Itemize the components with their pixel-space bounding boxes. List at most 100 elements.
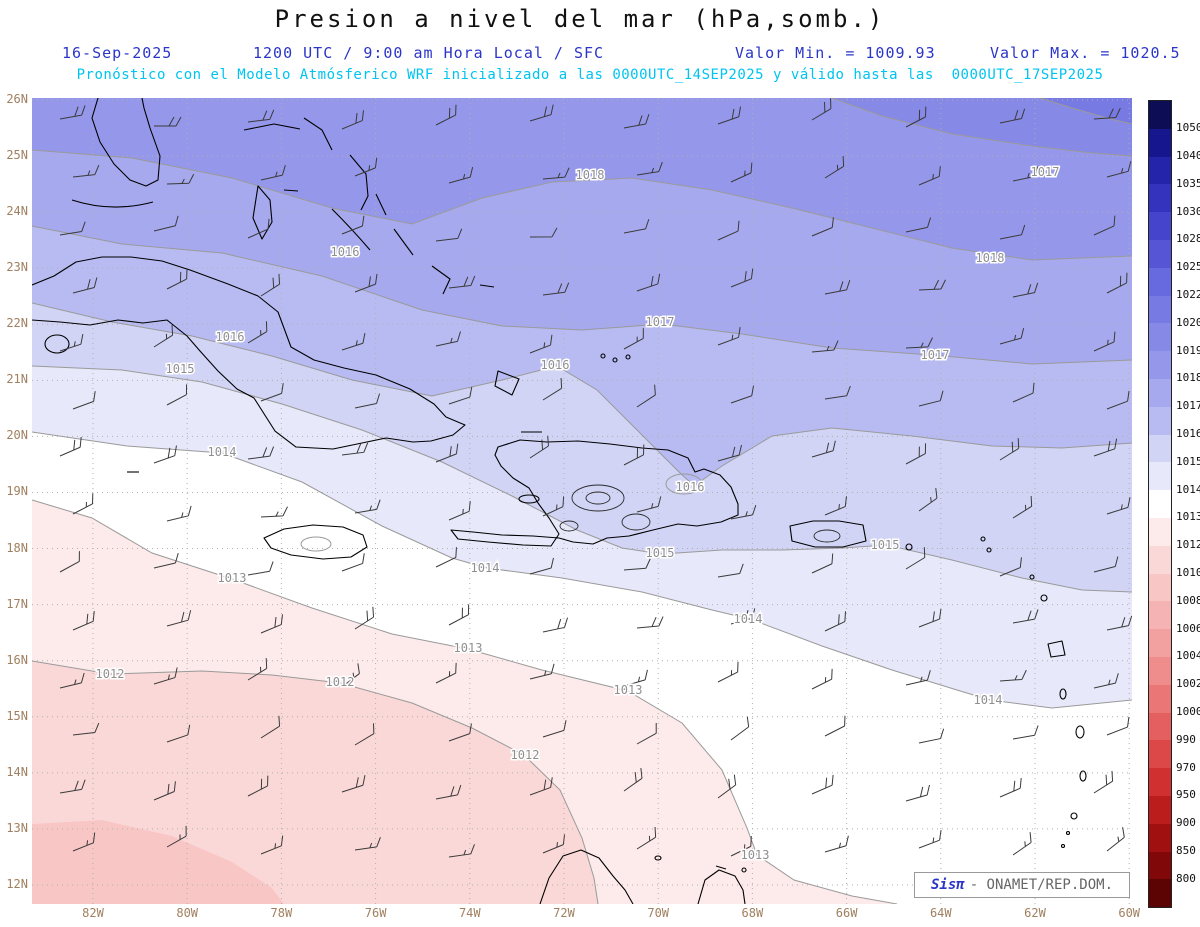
wind-barb — [824, 496, 847, 516]
coastline-abaco — [303, 117, 333, 151]
isobar-label: 1013 — [614, 683, 643, 697]
lat-tick-label: 24N — [6, 204, 28, 219]
wind-barb — [435, 443, 459, 463]
wind-barb — [153, 552, 179, 569]
lat-tick-label: 12N — [6, 876, 28, 891]
wind-barb — [1012, 382, 1035, 403]
coastline-grenadines — [1060, 843, 1066, 849]
wind-barb — [811, 668, 833, 690]
lon-tick-label: 74W — [458, 906, 481, 920]
colorbar-segment — [1149, 823, 1171, 852]
isobar-label: 1014 — [471, 561, 500, 575]
wind-barb — [1093, 556, 1119, 573]
wind-barb — [1093, 107, 1121, 120]
isobar-label: 1018 — [976, 251, 1005, 265]
wind-barb — [918, 728, 945, 744]
wind-barb — [72, 611, 95, 631]
wind-barb — [448, 501, 471, 521]
colorbar-segment — [1149, 629, 1171, 657]
coastline-puerto-rico — [789, 520, 867, 548]
wind-barb — [811, 553, 834, 574]
lat-tick-label: 18N — [6, 540, 28, 555]
lon-tick-label: 72W — [553, 906, 575, 920]
wind-barb — [435, 228, 463, 242]
forecast-date: 16-Sep-2025 — [62, 44, 173, 62]
lat-tick-label: 25N — [6, 148, 28, 163]
isobar-label: 1014 — [974, 693, 1003, 707]
wind-barb — [448, 604, 470, 626]
wind-barb — [529, 334, 553, 354]
wind-barb — [341, 442, 369, 456]
wind-barb — [623, 328, 644, 350]
wind-barb — [717, 444, 743, 462]
min-value-label: Valor Min. = 1009.93 — [735, 44, 936, 62]
wind-barb — [623, 444, 645, 466]
isobar-label: 1016 — [216, 330, 245, 344]
colorbar-tick-label: 1017 — [1176, 399, 1200, 413]
wind-barb — [636, 384, 656, 408]
isobar-label: 1016 — [541, 358, 570, 372]
wind-barb — [542, 496, 565, 517]
colorbar-tick-label: 900 — [1176, 816, 1196, 830]
wind-barb — [341, 663, 360, 688]
wind-barb — [354, 273, 378, 293]
coastline-anguilla — [980, 536, 986, 542]
wind-barb — [999, 224, 1026, 240]
lat-tick-label: 14N — [6, 764, 28, 779]
wind-barb — [260, 165, 286, 181]
wind-barb — [72, 164, 100, 178]
coastline-grenadines — [1065, 830, 1071, 836]
colorbar-tick-label: 1019 — [1176, 343, 1200, 357]
wind-barb — [918, 487, 938, 512]
colorbar-segment — [1149, 212, 1171, 240]
colorbar-segment — [1149, 879, 1171, 908]
colorbar-segment — [1149, 378, 1171, 407]
wind-barb — [905, 670, 931, 686]
wind-barb — [1093, 438, 1118, 457]
coastline-antigua — [1040, 594, 1048, 602]
wind-barb — [1106, 827, 1125, 852]
wind-barb — [72, 391, 96, 410]
coastline-virgin-islands — [905, 543, 913, 551]
coastline-turks-caicos — [600, 353, 606, 359]
wind-barb — [166, 268, 188, 290]
coastline-st-lucia — [1079, 770, 1087, 782]
colorbar-tick-label: 1035 — [1176, 176, 1200, 190]
wind-barb — [166, 724, 191, 743]
wind-barb — [1012, 725, 1039, 740]
wind-barb — [59, 779, 86, 794]
lon-tick-label: 78W — [270, 906, 293, 920]
wind-barb — [824, 715, 846, 737]
isobar-label: 1015 — [166, 362, 195, 376]
wind-barb — [260, 715, 281, 739]
colorbar-segment — [1149, 184, 1171, 213]
coastline-florida — [91, 98, 161, 187]
lon-tick-label: 62W — [1024, 906, 1046, 920]
pressure-band-1008-1010 — [32, 820, 284, 904]
isobar-label: 1017 — [1031, 165, 1060, 179]
wind-barb — [153, 215, 179, 232]
wind-barb — [824, 611, 847, 632]
wind-barb — [999, 438, 1020, 461]
lon-tick-label: 64W — [929, 906, 952, 920]
wind-barb — [636, 722, 657, 745]
wind-barb — [717, 327, 741, 346]
wind-barb — [1106, 161, 1132, 178]
colorbar-tick-label: 1008 — [1176, 593, 1200, 607]
pressure-band-1018-1019 — [32, 98, 1132, 260]
colorbar-segment — [1149, 601, 1171, 630]
coastline-jamaica — [263, 524, 368, 560]
isobar-label: 1015 — [871, 538, 900, 552]
wind-barb — [1012, 496, 1033, 519]
lat-tick-label: 26N — [6, 92, 28, 106]
wind-barb — [435, 784, 462, 800]
wind-barb — [72, 722, 100, 736]
wind-barb — [918, 829, 942, 849]
wind-barb — [811, 774, 834, 795]
coastlines — [32, 98, 1087, 904]
wind-barb — [153, 116, 182, 127]
colorbar-segment — [1149, 740, 1171, 769]
wind-barb — [542, 617, 569, 633]
coastline-paraguana — [697, 869, 746, 904]
colorbar-segment — [1149, 851, 1171, 880]
